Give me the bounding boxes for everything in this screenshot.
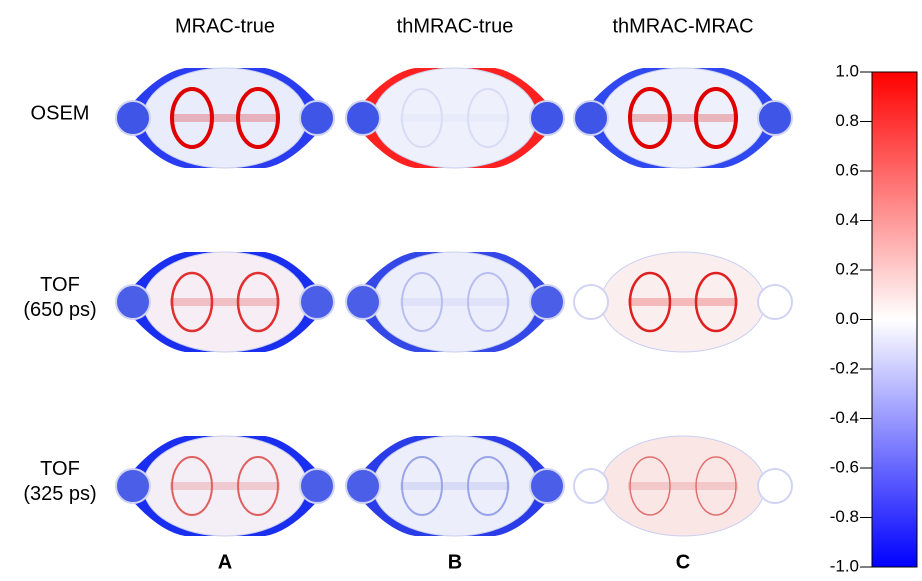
center-band	[400, 298, 510, 306]
center-band	[170, 298, 280, 306]
colorbar	[872, 72, 917, 567]
center-band	[170, 114, 280, 122]
center-band	[628, 482, 738, 490]
side-insert	[530, 101, 564, 135]
center-band	[400, 482, 510, 490]
side-insert	[116, 469, 150, 503]
figure: MRAC-true thMRAC-true thMRAC-MRAC A B C OSEM TO…	[0, 0, 922, 576]
side-insert	[300, 469, 334, 503]
side-insert	[346, 101, 380, 135]
colorbar-tick-label: 0.0	[835, 309, 859, 328]
phantom-image	[574, 68, 792, 168]
panel-label: B	[448, 551, 462, 573]
side-insert	[116, 101, 150, 135]
center-band	[400, 114, 510, 122]
side-insert	[530, 469, 564, 503]
center-band	[628, 114, 738, 122]
side-insert	[346, 469, 380, 503]
colorbar-tick-label: 1.0	[835, 61, 859, 80]
side-insert	[758, 469, 792, 503]
side-insert	[758, 285, 792, 319]
phantom-image	[116, 68, 334, 168]
side-insert	[300, 285, 334, 319]
panel-label: A	[218, 551, 232, 573]
side-insert	[574, 101, 608, 135]
phantom-image	[574, 252, 792, 352]
row-label: (325 ps)	[23, 483, 96, 505]
center-band	[170, 482, 280, 490]
colorbar-tick-label: 0.6	[835, 160, 859, 179]
colorbar-tick-label: -0.8	[830, 507, 859, 526]
row-label: OSEM	[31, 102, 90, 124]
phantom-image	[346, 68, 564, 168]
panel-label: C	[676, 551, 690, 573]
side-insert	[116, 285, 150, 319]
colorbar-tick-label: -1.0	[830, 556, 859, 575]
column-header: thMRAC-MRAC	[612, 15, 753, 37]
phantom-image	[574, 436, 792, 536]
side-insert	[574, 285, 608, 319]
row-label: (650 ps)	[23, 299, 96, 321]
colorbar-tick-label: -0.6	[830, 457, 859, 476]
side-insert	[530, 285, 564, 319]
phantom-image	[116, 436, 334, 536]
side-insert	[574, 469, 608, 503]
center-band	[628, 298, 738, 306]
side-insert	[346, 285, 380, 319]
phantom-image	[116, 252, 334, 352]
phantom-image	[346, 436, 564, 536]
colorbar-tick-label: -0.2	[830, 358, 859, 377]
column-header: MRAC-true	[175, 15, 275, 37]
row-label: TOF	[40, 458, 80, 480]
side-insert	[758, 101, 792, 135]
colorbar-tick-label: 0.8	[835, 111, 859, 130]
colorbar-tick-label: 0.4	[835, 210, 859, 229]
phantom-image	[346, 252, 564, 352]
colorbar-tick-label: -0.4	[830, 408, 859, 427]
column-header: thMRAC-true	[397, 15, 514, 37]
side-insert	[300, 101, 334, 135]
row-label: TOF	[40, 274, 80, 296]
colorbar-tick-label: 0.2	[835, 259, 859, 278]
